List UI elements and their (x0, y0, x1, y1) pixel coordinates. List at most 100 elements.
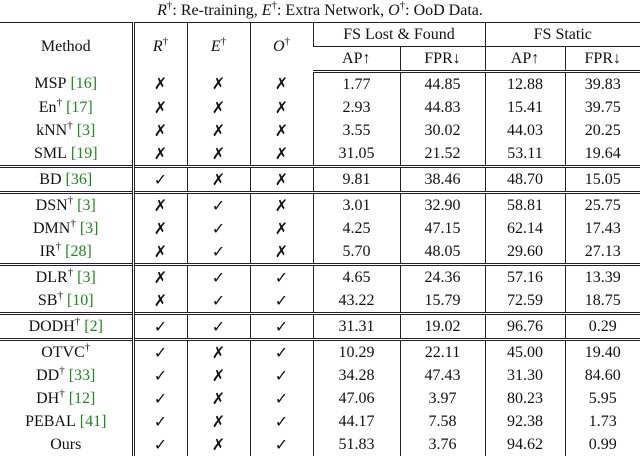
flag-cell: ✓ (186, 263, 250, 289)
metric-cell: 39.75 (564, 96, 640, 119)
citation: [10] (66, 291, 94, 309)
flag-cell: ✓ (249, 410, 313, 433)
method-cell: SB† [10] (0, 289, 135, 314)
metric-cell: 34.28 (312, 364, 400, 387)
metric-cell: 38.46 (399, 165, 485, 193)
metric-cell: 7.58 (399, 410, 485, 433)
metric-header: AP↑ (484, 46, 565, 73)
citation: [19] (70, 144, 98, 162)
metric-cell: 12.88 (484, 71, 565, 96)
flag-header: O† (249, 22, 313, 72)
method-name: MSP (34, 74, 67, 92)
metric-cell: 47.43 (399, 364, 485, 387)
metric-cell: 21.52 (399, 142, 485, 167)
citation: [2] (84, 317, 103, 335)
citation: [33] (68, 366, 96, 384)
flag-cell: ✗ (186, 142, 250, 167)
method-header: Method (0, 22, 135, 72)
flag-cell: ✓ (186, 289, 250, 314)
metric-cell: 25.75 (564, 191, 640, 217)
row-group: DLR† [3] ✗ ✓ ✓ 4.65 24.36 57.16 13.39 SB† [10] ✗ ✓… (0, 263, 640, 314)
citation: [36] (65, 170, 93, 188)
citation: [3] (79, 219, 99, 237)
method-cell: BD [36] (0, 165, 135, 193)
table-row: En† [17] ✗ ✗ ✗ 2.93 44.83 15.41 39.75 (0, 96, 640, 119)
group-header: FS Lost & Found (312, 22, 485, 47)
superscript: † (220, 35, 227, 48)
metric-cell: 58.81 (484, 191, 565, 217)
metric-cell: 3.97 (399, 387, 485, 410)
metric-cell: 57.16 (484, 263, 565, 289)
table-row: DODH† [2] ✓ ✓ ✓ 31.31 19.02 96.76 0.29 (0, 312, 640, 340)
metric-header: FPR↓ (564, 46, 640, 73)
method-name: DD (36, 366, 60, 384)
metric-cell: 48.05 (399, 240, 485, 265)
flag-cell: ✗ (132, 96, 187, 119)
table-row: SML [19] ✗ ✗ ✗ 31.05 21.52 53.11 19.64 (0, 142, 640, 167)
metric-cell: 17.43 (564, 217, 640, 240)
method-cell: DSN† [3] (0, 191, 135, 217)
row-group: DSN† [3] ✗ ✓ ✗ 3.01 32.90 58.81 25.75 DMN† [3] ✗ ✓… (0, 191, 640, 265)
table-row: SB† [10] ✗ ✓ ✓ 43.22 15.79 72.59 18.75 (0, 289, 640, 314)
flag-cell: ✓ (249, 433, 313, 456)
superscript: † (399, 0, 406, 12)
symbol: R (157, 2, 167, 19)
metric-cell: 47.15 (399, 217, 485, 240)
flag-cell: ✗ (186, 364, 250, 387)
metric-cell: 10.29 (312, 338, 400, 364)
citation: [3] (77, 196, 96, 214)
method-name: DMN (33, 219, 71, 237)
row-group: OTVC† ✓ ✗ ✓ 10.29 22.11 45.00 19.40 DD† [33] ✓ ✗ ✓ 3… (0, 338, 640, 456)
metric-cell: 0.29 (564, 312, 640, 340)
citation: [28] (65, 242, 92, 260)
flag-cell: ✗ (132, 217, 187, 240)
flag-cell: ✓ (186, 240, 250, 265)
superscript: † (166, 0, 173, 12)
table-row: OTVC† ✓ ✗ ✓ 10.29 22.11 45.00 19.40 (0, 338, 640, 364)
flag-cell: ✗ (132, 119, 187, 142)
metric-cell: 92.38 (484, 410, 565, 433)
superscript: † (271, 0, 277, 12)
metric-cell: 44.85 (399, 71, 485, 96)
metric-cell: 43.22 (312, 289, 400, 314)
metric-cell: 1.77 (312, 71, 400, 96)
metric-cell: 18.75 (564, 289, 640, 314)
table-header: Method R† E† O† FS Lost & Found FS Static AP↑ F… (0, 22, 640, 73)
flag-cell: ✓ (132, 410, 187, 433)
citation: [16] (70, 74, 98, 92)
flag-cell: ✗ (249, 142, 313, 167)
superscript: † (162, 35, 169, 48)
metric-cell: 31.30 (484, 364, 565, 387)
method-name: SML (33, 144, 67, 162)
caption-text: : OoD Data. (405, 2, 483, 19)
flag-cell: ✗ (249, 240, 313, 265)
metric-cell: 15.41 (484, 96, 565, 119)
metric-cell: 5.70 (312, 240, 400, 265)
flag-cell: ✗ (132, 263, 187, 289)
metric-cell: 48.70 (484, 165, 565, 193)
table-row: kNN† [3] ✗ ✗ ✗ 3.55 30.02 44.03 20.25 (0, 119, 640, 142)
metric-cell: 19.64 (564, 142, 640, 167)
metric-cell: 29.60 (484, 240, 565, 265)
method-name: IR (39, 242, 56, 260)
table-row: BD [36] ✓ ✗ ✗ 9.81 38.46 48.70 15.05 (0, 165, 640, 193)
superscript: † (284, 35, 291, 48)
metric-cell: 47.06 (312, 387, 400, 410)
method-name: BD (39, 170, 62, 188)
superscript: † (67, 194, 74, 207)
flag-cell: ✓ (249, 289, 313, 314)
metric-cell: 0.99 (564, 433, 640, 456)
flag-cell: ✗ (186, 119, 250, 142)
flag-cell: ✗ (186, 433, 250, 456)
flag-cell: ✗ (132, 240, 187, 265)
metric-cell: 96.76 (484, 312, 565, 340)
flag-cell: ✗ (186, 387, 250, 410)
metric-cell: 80.23 (484, 387, 565, 410)
metric-header: AP↑ (313, 46, 400, 73)
flag-cell: ✗ (249, 96, 313, 119)
flag-cell: ✓ (249, 263, 313, 289)
metric-cell: 2.93 (312, 96, 400, 119)
metric-cell: 5.95 (564, 387, 640, 410)
flag-cell: ✓ (132, 387, 187, 410)
